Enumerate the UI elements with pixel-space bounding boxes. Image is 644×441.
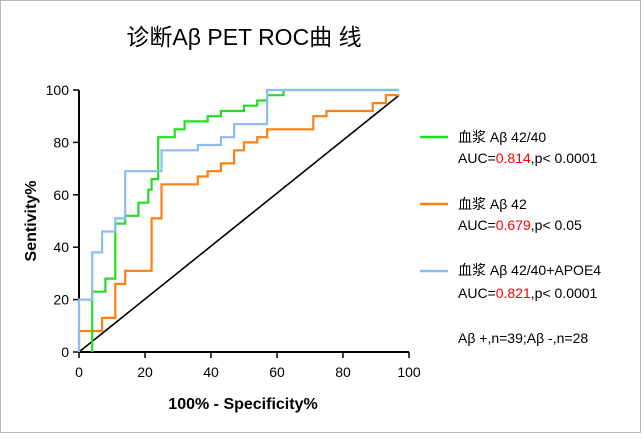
p-value: ,p< 0.0001 bbox=[531, 285, 598, 301]
x-axis-label: 100% - Specificity% bbox=[168, 396, 317, 413]
y-tick-label: 0 bbox=[61, 344, 69, 360]
auc-label: AUC= bbox=[458, 217, 496, 233]
reference-diagonal-line bbox=[78, 94, 400, 353]
y-tick-label: 80 bbox=[53, 134, 69, 150]
y-tick-label: 40 bbox=[53, 239, 69, 255]
legend-auc-aβ42: AUC=0.679,p< 0.05 bbox=[458, 217, 582, 233]
legend: 血浆 Aβ 42/40 AUC=0.814,p< 0.0001 血浆 Aβ 42… bbox=[420, 129, 601, 346]
y-axis-label: Sentivity% bbox=[23, 181, 40, 262]
y-tick-label: 60 bbox=[53, 187, 69, 203]
y-tick-label: 20 bbox=[53, 292, 69, 308]
p-value: ,p< 0.0001 bbox=[531, 150, 598, 166]
x-tick-label: 0 bbox=[75, 364, 83, 380]
figure-border bbox=[0, 0, 641, 433]
legend-auc-aβ42-40: AUC=0.814,p< 0.0001 bbox=[458, 150, 598, 166]
legend-label-aβ42-40: 血浆 Aβ 42/40 bbox=[458, 129, 546, 145]
roc-curve-aβ42-40-apoe4 bbox=[77, 88, 400, 352]
auc-value: 0.814 bbox=[496, 150, 531, 166]
x-tick-label: 40 bbox=[203, 364, 219, 380]
p-value: ,p< 0.05 bbox=[531, 217, 582, 233]
x-tick-label: 60 bbox=[269, 364, 285, 380]
x-tick-label: 100 bbox=[397, 364, 421, 380]
x-tick-label: 20 bbox=[137, 364, 153, 380]
roc-curve-aβ42-40 bbox=[91, 88, 400, 352]
auc-label: AUC= bbox=[458, 285, 496, 301]
auc-label: AUC= bbox=[458, 150, 496, 166]
legend-label-aβ42-40-apoe4: 血浆 Aβ 42/40+APOE4 bbox=[458, 262, 601, 278]
roc-curve-aβ42 bbox=[77, 94, 400, 352]
auc-value: 0.679 bbox=[496, 217, 531, 233]
legend-label-aβ42: 血浆 Aβ 42 bbox=[458, 196, 527, 212]
auc-value: 0.821 bbox=[496, 285, 531, 301]
legend-auc-aβ42-40-apoe4: AUC=0.821,p< 0.0001 bbox=[458, 285, 598, 301]
y-tick-label: 100 bbox=[46, 82, 70, 98]
sample-size-annotation: Aβ +,n=39;Aβ -,n=28 bbox=[458, 330, 588, 346]
x-tick-label: 80 bbox=[335, 364, 351, 380]
chart-title: 诊断Aβ PET ROC曲 线 bbox=[126, 24, 361, 50]
